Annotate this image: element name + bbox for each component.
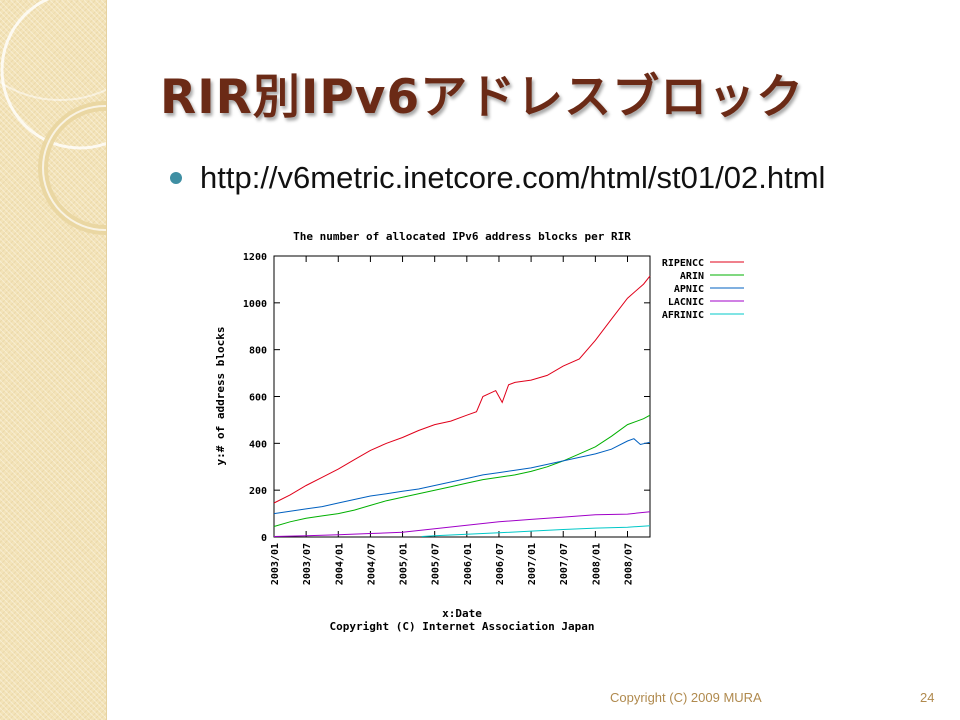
x-tick-label: 2008/01 [591,543,602,585]
series-line-afrinic [421,525,651,537]
y-tick-label: 400 [249,439,267,450]
bullet-dot-icon [170,172,182,184]
y-tick-label: 1000 [243,299,267,310]
series-line-ripencc [273,275,651,504]
plot-frame [273,255,651,538]
chart-caption: Copyright (C) Internet Association Japan [330,620,595,633]
footer-copyright: Copyright (C) 2009 MURA [610,690,762,705]
bullet-item: http://v6metric.inetcore.com/html/st01/0… [170,160,825,196]
x-tick-label: 2004/01 [334,543,345,585]
decorative-sidebar [0,0,107,720]
y-tick-label: 200 [249,486,267,497]
y-tick-label: 600 [249,393,267,404]
y-axis-ticks: 0 200 400 600 800 1000 1200 [243,252,650,544]
x-tick-label: 2004/07 [366,543,377,585]
x-axis-ticks: 2003/01 2003/07 2004/01 2004/07 2005/01 2005/… [270,256,635,585]
x-tick-label: 2005/01 [399,543,410,585]
page-number: 24 [920,690,935,705]
decorative-rings [0,0,106,235]
x-tick-label: 2006/01 [463,543,474,585]
source-url[interactable]: http://v6metric.inetcore.com/html/st01/0… [200,160,826,195]
line-chart: The number of allocated IPv6 address blo… [214,230,744,633]
series-line-lacnic [273,511,651,537]
legend-label-afrinic: AFRINIC [662,310,704,321]
y-axis-label: y:# of address blocks [214,326,227,465]
y-tick-label: 0 [261,533,267,544]
legend-label-arin: ARIN [680,271,704,282]
chart-container: The number of allocated IPv6 address blo… [212,224,752,644]
series-line-apnic [273,438,651,515]
legend: RIPENCC ARIN APNIC LACNIC AFRINIC [662,258,744,321]
x-tick-label: 2007/07 [559,543,570,585]
x-tick-label: 2005/07 [431,543,442,585]
slide-title: RIR別IPv6アドレスブロック [160,70,805,125]
x-tick-label: 2003/01 [270,543,281,585]
legend-label-lacnic: LACNIC [668,297,704,308]
legend-label-ripencc: RIPENCC [662,258,704,269]
legend-label-apnic: APNIC [674,284,704,295]
x-tick-label: 2003/07 [302,543,313,585]
chart-title: The number of allocated IPv6 address blo… [293,230,631,243]
x-tick-label: 2008/07 [624,543,635,585]
x-tick-label: 2006/07 [495,543,506,585]
series-lines [273,275,651,537]
series-line-arin [273,414,651,527]
x-axis-label: x:Date [442,607,482,620]
x-tick-label: 2007/01 [527,543,538,585]
y-tick-label: 800 [249,346,267,357]
y-tick-label: 1200 [243,252,267,263]
